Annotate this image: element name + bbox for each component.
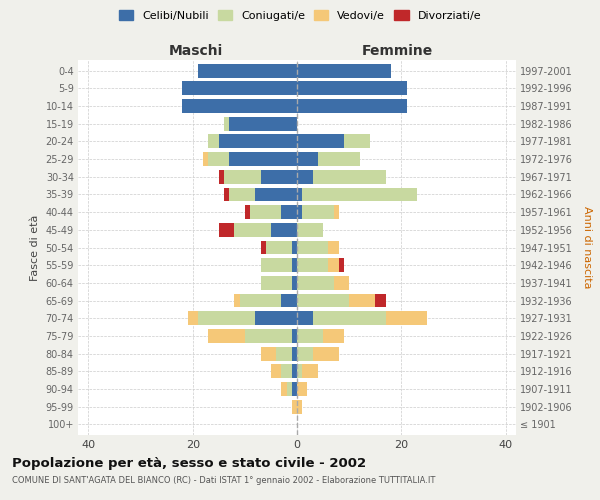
Bar: [260, 276, 292, 290]
Bar: [328, 258, 339, 272]
Bar: [292, 364, 297, 378]
Bar: [255, 312, 297, 325]
Text: COMUNE DI SANT'AGATA DEL BIANCO (RC) - Dati ISTAT 1° gennaio 2002 - Elaborazione: COMUNE DI SANT'AGATA DEL BIANCO (RC) - D…: [12, 476, 436, 485]
Bar: [235, 294, 239, 308]
Bar: [235, 223, 271, 236]
Bar: [281, 382, 287, 396]
Bar: [297, 240, 328, 254]
Bar: [219, 170, 224, 183]
Bar: [245, 205, 250, 219]
Bar: [323, 329, 344, 343]
Bar: [229, 152, 297, 166]
Bar: [297, 346, 313, 360]
Bar: [297, 364, 302, 378]
Bar: [198, 312, 255, 325]
Text: Femmine: Femmine: [362, 44, 433, 58]
Bar: [313, 312, 386, 325]
Bar: [208, 152, 229, 166]
Bar: [292, 400, 297, 413]
Bar: [281, 364, 292, 378]
Bar: [292, 382, 297, 396]
Bar: [203, 152, 208, 166]
Text: Maschi: Maschi: [169, 44, 223, 58]
Bar: [198, 64, 297, 78]
Bar: [271, 364, 281, 378]
Bar: [266, 240, 292, 254]
Bar: [302, 364, 318, 378]
Bar: [208, 329, 245, 343]
Bar: [276, 346, 292, 360]
Bar: [260, 258, 292, 272]
Bar: [271, 223, 297, 236]
Bar: [297, 400, 302, 413]
Bar: [297, 294, 349, 308]
Bar: [313, 346, 339, 360]
Bar: [219, 134, 297, 148]
Bar: [292, 258, 297, 272]
Y-axis label: Anni di nascita: Anni di nascita: [583, 206, 592, 289]
Legend: Celibi/Nubili, Coniugati/e, Vedovi/e, Divorziati/e: Celibi/Nubili, Coniugati/e, Vedovi/e, Di…: [117, 8, 483, 23]
Bar: [292, 276, 297, 290]
Bar: [219, 223, 235, 236]
Bar: [318, 152, 359, 166]
Bar: [344, 134, 370, 148]
Bar: [224, 188, 229, 202]
Bar: [297, 223, 323, 236]
Bar: [297, 258, 328, 272]
Bar: [302, 205, 334, 219]
Bar: [255, 188, 297, 202]
Bar: [281, 205, 297, 219]
Bar: [297, 382, 307, 396]
Bar: [334, 205, 339, 219]
Bar: [334, 276, 349, 290]
Bar: [208, 134, 219, 148]
Bar: [260, 240, 266, 254]
Bar: [182, 99, 297, 113]
Bar: [302, 188, 417, 202]
Bar: [224, 170, 260, 183]
Bar: [375, 294, 386, 308]
Bar: [297, 329, 323, 343]
Bar: [292, 240, 297, 254]
Bar: [239, 294, 281, 308]
Text: Popolazione per età, sesso e stato civile - 2002: Popolazione per età, sesso e stato civil…: [12, 458, 366, 470]
Bar: [292, 329, 297, 343]
Bar: [182, 82, 297, 95]
Bar: [297, 152, 318, 166]
Bar: [245, 329, 292, 343]
Bar: [297, 134, 344, 148]
Bar: [328, 240, 339, 254]
Y-axis label: Fasce di età: Fasce di età: [30, 214, 40, 280]
Bar: [281, 294, 297, 308]
Bar: [260, 346, 276, 360]
Bar: [229, 188, 255, 202]
Bar: [297, 188, 302, 202]
Bar: [260, 170, 297, 183]
Bar: [287, 382, 292, 396]
Bar: [224, 117, 229, 130]
Bar: [292, 346, 297, 360]
Bar: [297, 312, 313, 325]
Bar: [188, 312, 198, 325]
Bar: [297, 82, 407, 95]
Bar: [297, 99, 407, 113]
Bar: [349, 294, 375, 308]
Bar: [250, 205, 281, 219]
Bar: [297, 205, 302, 219]
Bar: [297, 170, 313, 183]
Bar: [297, 64, 391, 78]
Bar: [297, 276, 334, 290]
Bar: [339, 258, 344, 272]
Bar: [386, 312, 427, 325]
Bar: [313, 170, 386, 183]
Bar: [229, 117, 297, 130]
